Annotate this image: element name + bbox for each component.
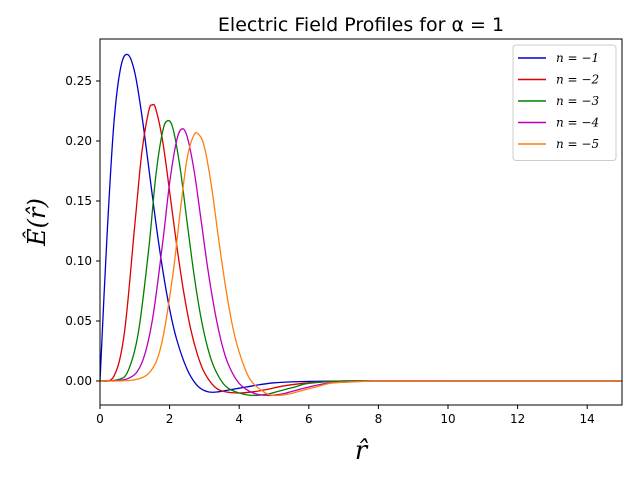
x-axis-ticks: 0 2 4 6 8 10 12 14 [96, 405, 595, 426]
legend-label: n = −2 [556, 73, 599, 87]
y-tick-label: 0.10 [65, 254, 92, 268]
series-line-n-minus-3 [99, 119, 622, 397]
y-axis-ticks: 0.00 0.05 0.10 0.15 0.20 0.25 [65, 74, 100, 388]
series-line-n-minus-4 [99, 128, 622, 397]
x-tick-label: 2 [166, 412, 174, 426]
y-tick-label: 0.20 [65, 134, 92, 148]
x-axis-label: r̂ [355, 436, 369, 466]
legend-label: n = −4 [556, 116, 599, 130]
x-tick-label: 0 [96, 412, 104, 426]
x-tick-label: 6 [305, 412, 313, 426]
y-tick-label: 0.15 [65, 194, 92, 208]
plot-frame [99, 38, 623, 406]
legend: n = −1 n = −2 n = −3 n = −4 n = −5 [512, 44, 617, 161]
y-tick-label: 0.25 [65, 74, 92, 88]
x-tick-label: 4 [235, 412, 243, 426]
legend-label: n = −3 [556, 94, 599, 108]
x-tick-label: 12 [510, 412, 525, 426]
legend-label: n = −5 [556, 137, 599, 151]
series-line-n-minus-5 [99, 132, 622, 397]
y-tick-label: 0.05 [65, 314, 92, 328]
x-tick-label: 14 [580, 412, 595, 426]
chart-title: Electric Field Profiles for α = 1 [218, 14, 504, 36]
y-tick-label: 0.00 [65, 374, 92, 388]
x-tick-label: 10 [440, 412, 455, 426]
x-tick-label: 8 [375, 412, 383, 426]
legend-box [512, 44, 617, 161]
y-axis-label: Ê(r̂) [22, 198, 51, 247]
legend-label: n = −1 [556, 51, 599, 65]
plot-area [99, 53, 622, 397]
series-line-n-minus-1 [99, 53, 622, 393]
